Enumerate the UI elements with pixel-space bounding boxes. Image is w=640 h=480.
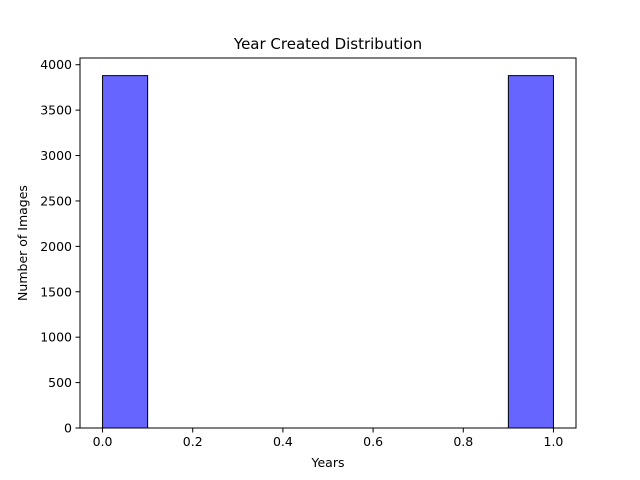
y-tick-label: 500 (48, 375, 72, 390)
x-axis: 0.0 0.2 0.4 0.6 0.8 1.0 (93, 428, 564, 449)
x-tick-label: 0.2 (183, 434, 203, 449)
y-tick-label: 0 (64, 421, 72, 436)
y-tick-label: 3000 (40, 148, 72, 163)
y-tick-label: 2500 (40, 193, 72, 208)
x-tick-label: 0.0 (93, 434, 113, 449)
y-axis-label: Number of Images (15, 185, 30, 301)
histogram-bar (507, 75, 554, 429)
x-axis-label: Years (311, 455, 345, 470)
chart-title: Year Created Distribution (233, 35, 422, 53)
x-tick-label: 0.4 (273, 434, 293, 449)
x-tick-label: 1.0 (544, 434, 564, 449)
y-tick-label: 2000 (40, 239, 72, 254)
plot-frame (79, 57, 577, 429)
histogram-bar (102, 75, 149, 429)
y-axis: 0 500 1000 1500 2000 2500 3000 3500 4000 (40, 57, 80, 436)
x-tick-label: 0.6 (363, 434, 383, 449)
y-tick-label: 3500 (40, 103, 72, 118)
y-tick-label: 4000 (40, 57, 72, 72)
y-tick-label: 1000 (40, 330, 72, 345)
y-tick-label: 1500 (40, 284, 72, 299)
bars-layer (102, 75, 554, 429)
x-tick-label: 0.8 (453, 434, 473, 449)
